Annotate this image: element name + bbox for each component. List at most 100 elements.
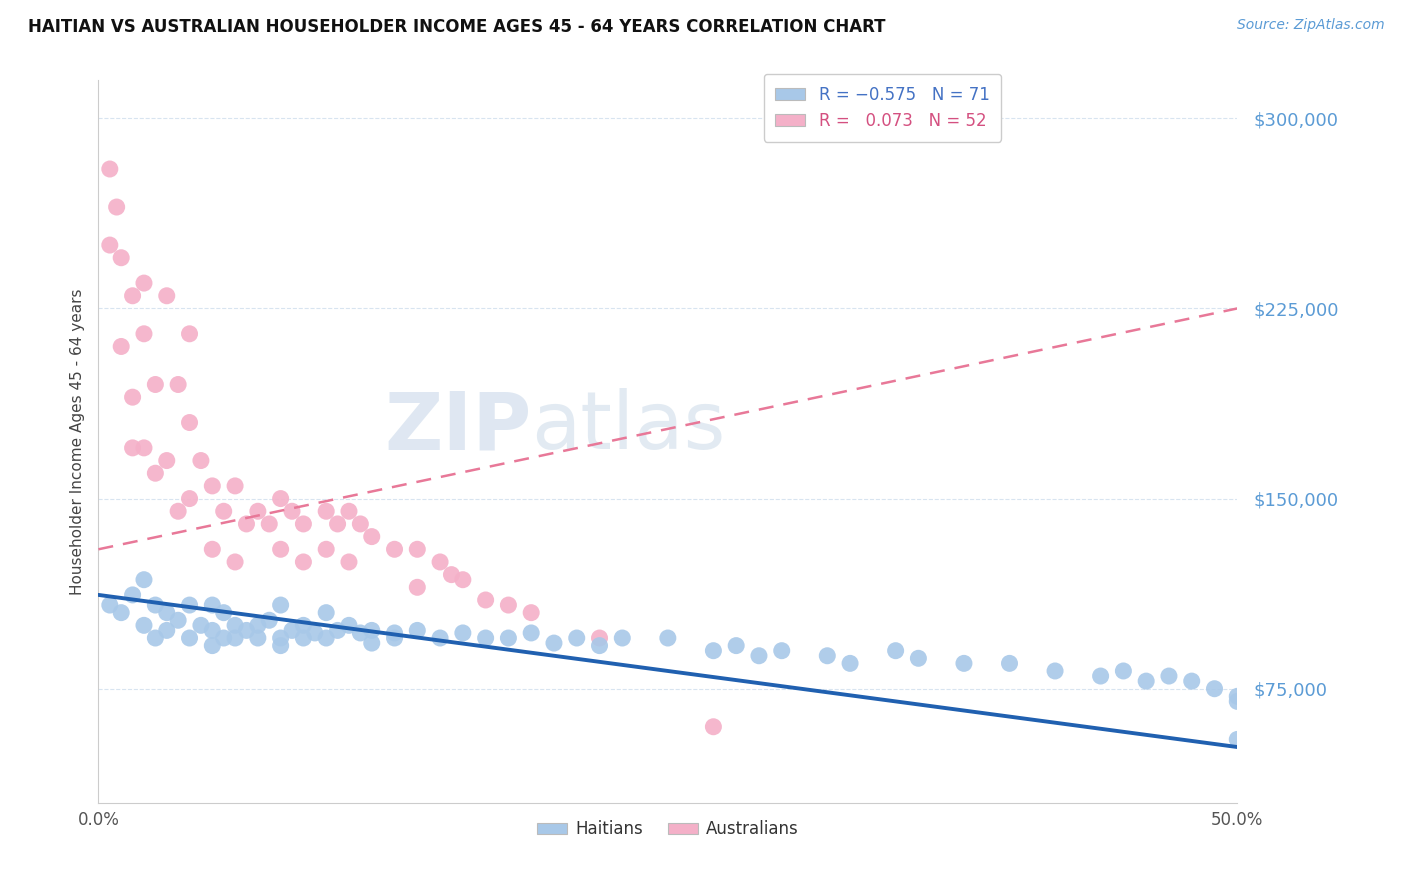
Point <box>498 631 520 645</box>
Point <box>1226 694 1249 708</box>
Point <box>884 643 907 657</box>
Point <box>281 504 304 518</box>
Point <box>337 504 360 518</box>
Point <box>179 491 201 506</box>
Text: Source: ZipAtlas.com: Source: ZipAtlas.com <box>1237 18 1385 32</box>
Point <box>224 618 246 632</box>
Point <box>179 326 201 341</box>
Point <box>451 626 474 640</box>
Point <box>315 542 337 557</box>
Point <box>1090 669 1112 683</box>
Point <box>304 626 326 640</box>
Point <box>429 555 451 569</box>
Point <box>565 631 588 645</box>
Text: HAITIAN VS AUSTRALIAN HOUSEHOLDER INCOME AGES 45 - 64 YEARS CORRELATION CHART: HAITIAN VS AUSTRALIAN HOUSEHOLDER INCOME… <box>28 18 886 36</box>
Point <box>121 441 143 455</box>
Point <box>246 618 269 632</box>
Point <box>270 631 292 645</box>
Point <box>337 555 360 569</box>
Point <box>292 555 315 569</box>
Point <box>406 542 429 557</box>
Point <box>270 598 292 612</box>
Point <box>212 504 235 518</box>
Point <box>246 504 269 518</box>
Point <box>132 326 155 341</box>
Point <box>953 657 976 671</box>
Point <box>121 588 143 602</box>
Point <box>98 598 121 612</box>
Point <box>167 377 190 392</box>
Point <box>1226 732 1249 747</box>
Point <box>281 624 304 638</box>
Point <box>588 639 610 653</box>
Legend: Haitians, Australians: Haitians, Australians <box>530 814 806 845</box>
Point <box>145 631 167 645</box>
Point <box>429 631 451 645</box>
Point <box>105 200 128 214</box>
Point <box>326 516 349 531</box>
Point <box>815 648 838 663</box>
Point <box>474 593 496 607</box>
Point <box>132 276 155 290</box>
Point <box>770 643 793 657</box>
Point <box>145 377 167 392</box>
Point <box>702 643 724 657</box>
Point <box>1043 664 1066 678</box>
Point <box>235 624 257 638</box>
Point <box>1157 669 1180 683</box>
Point <box>315 631 337 645</box>
Point <box>1204 681 1226 696</box>
Point <box>235 516 257 531</box>
Point <box>212 606 235 620</box>
Point <box>451 573 474 587</box>
Point <box>201 639 224 653</box>
Text: atlas: atlas <box>531 388 725 467</box>
Point <box>326 624 349 638</box>
Point <box>1181 674 1204 689</box>
Point <box>998 657 1021 671</box>
Point <box>132 618 155 632</box>
Point <box>201 479 224 493</box>
Point <box>145 467 167 481</box>
Point <box>588 631 610 645</box>
Point <box>406 624 429 638</box>
Point <box>179 631 201 645</box>
Point <box>224 479 246 493</box>
Point <box>360 624 382 638</box>
Point <box>384 626 406 640</box>
Point <box>384 542 406 557</box>
Point <box>201 598 224 612</box>
Point <box>190 618 212 632</box>
Point <box>360 530 382 544</box>
Point <box>702 720 724 734</box>
Point <box>270 542 292 557</box>
Point <box>612 631 634 645</box>
Point <box>292 631 315 645</box>
Point <box>440 567 463 582</box>
Point <box>179 598 201 612</box>
Point <box>520 606 543 620</box>
Point <box>315 504 337 518</box>
Point <box>384 631 406 645</box>
Point <box>543 636 565 650</box>
Point <box>520 626 543 640</box>
Point <box>1135 674 1157 689</box>
Point <box>657 631 679 645</box>
Point <box>110 251 132 265</box>
Point <box>315 606 337 620</box>
Point <box>121 289 143 303</box>
Point <box>156 289 179 303</box>
Point <box>132 441 155 455</box>
Point <box>1112 664 1135 678</box>
Point <box>337 618 360 632</box>
Point <box>110 606 132 620</box>
Point <box>167 504 190 518</box>
Point <box>179 416 201 430</box>
Point <box>1226 690 1249 704</box>
Point <box>98 161 121 176</box>
Point <box>98 238 121 252</box>
Point <box>201 624 224 638</box>
Point <box>725 639 748 653</box>
Point <box>907 651 929 665</box>
Point <box>201 542 224 557</box>
